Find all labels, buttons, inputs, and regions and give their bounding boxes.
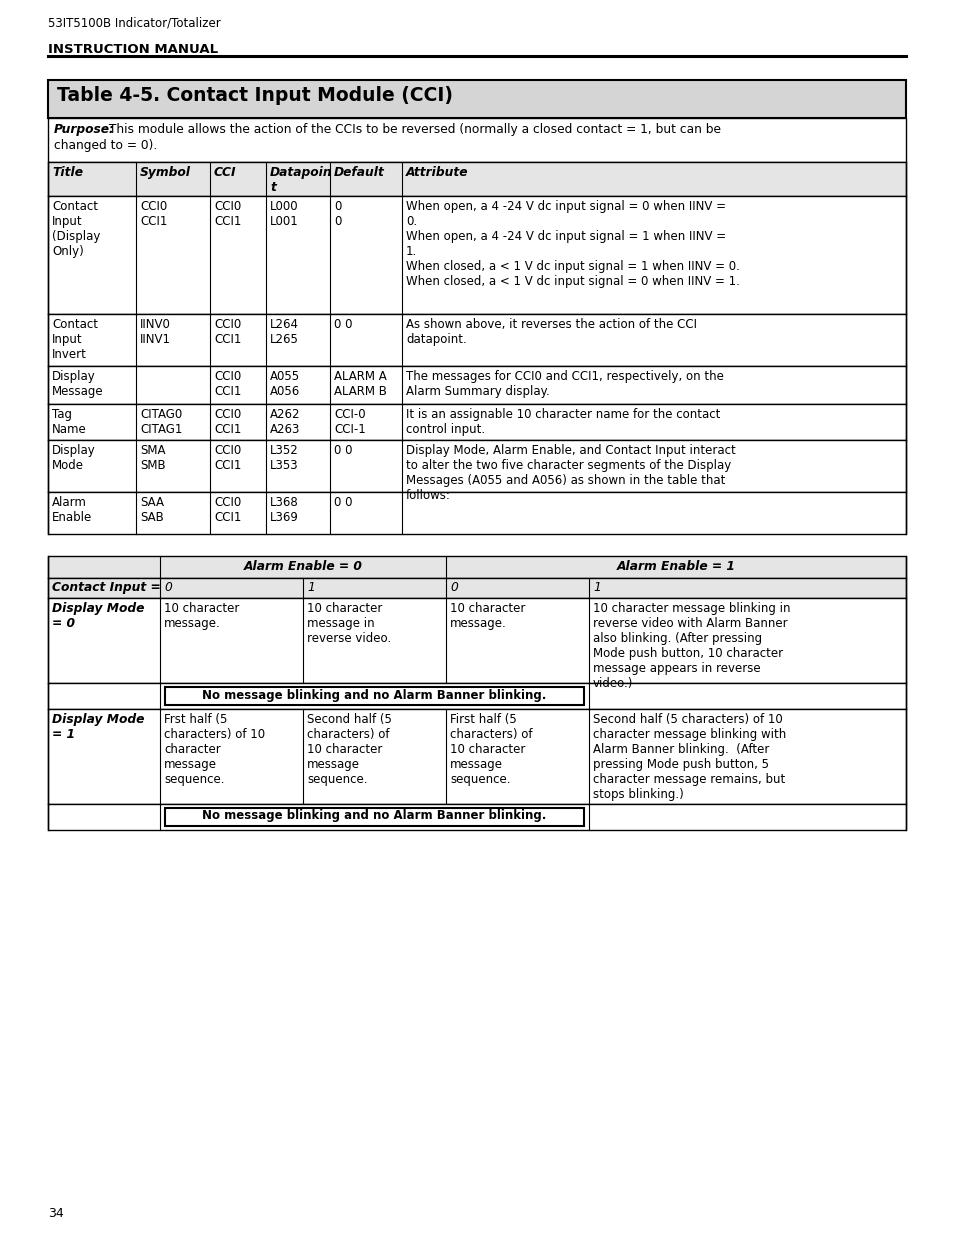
Text: CCI: CCI <box>213 165 236 179</box>
Bar <box>48 709 905 804</box>
Text: L352
L353: L352 L353 <box>270 445 298 472</box>
Text: Second half (5 characters) of 10
character message blinking with
Alarm Banner bl: Second half (5 characters) of 10 charact… <box>593 713 785 802</box>
Bar <box>48 196 905 314</box>
Text: Contact Input =: Contact Input = <box>52 580 161 594</box>
Bar <box>48 366 905 404</box>
Text: Display
Mode: Display Mode <box>52 445 95 472</box>
Text: Second half (5
characters) of
10 character
message
sequence.: Second half (5 characters) of 10 charact… <box>307 713 392 785</box>
Text: Contact
Input
Invert: Contact Input Invert <box>52 317 98 361</box>
Text: CCI-0
CCI-1: CCI-0 CCI-1 <box>334 408 365 436</box>
Text: CCI0
CCI1: CCI0 CCI1 <box>213 408 241 436</box>
Text: Display
Message: Display Message <box>52 370 104 398</box>
Bar <box>48 683 905 709</box>
Text: CCI0
CCI1: CCI0 CCI1 <box>213 370 241 398</box>
Text: 0 0: 0 0 <box>334 445 352 457</box>
Text: Alarm Enable = 1: Alarm Enable = 1 <box>616 559 735 573</box>
Text: CCI0
CCI1: CCI0 CCI1 <box>213 496 241 524</box>
Text: L264
L265: L264 L265 <box>270 317 298 346</box>
Text: 0
0: 0 0 <box>334 200 341 228</box>
Text: L000
L001: L000 L001 <box>270 200 298 228</box>
Text: It is an assignable 10 character name for the contact
control input.: It is an assignable 10 character name fo… <box>406 408 720 436</box>
Bar <box>48 578 905 598</box>
Text: A262
A263: A262 A263 <box>270 408 300 436</box>
Text: SAA
SAB: SAA SAB <box>140 496 164 524</box>
Text: 0 0: 0 0 <box>334 317 352 331</box>
Text: IINV0
IINV1: IINV0 IINV1 <box>140 317 171 346</box>
Text: Purpose:: Purpose: <box>54 124 114 136</box>
Bar <box>48 598 905 683</box>
Text: changed to = 0).: changed to = 0). <box>54 140 157 152</box>
Bar <box>48 119 905 162</box>
Text: 10 character
message.: 10 character message. <box>450 601 525 630</box>
Text: First half (5
characters) of
10 character
message
sequence.: First half (5 characters) of 10 characte… <box>450 713 532 785</box>
Text: Contact
Input
(Display
Only): Contact Input (Display Only) <box>52 200 100 258</box>
Text: Default: Default <box>334 165 384 179</box>
Bar <box>48 314 905 366</box>
Bar <box>165 687 583 705</box>
Bar <box>165 808 583 826</box>
Text: Display Mode, Alarm Enable, and Contact Input interact
to alter the two five cha: Display Mode, Alarm Enable, and Contact … <box>406 445 735 501</box>
Text: When open, a 4 -24 V dc input signal = 0 when IINV =
0.
When open, a 4 -24 V dc : When open, a 4 -24 V dc input signal = 0… <box>406 200 740 288</box>
Text: Tag
Name: Tag Name <box>52 408 87 436</box>
Text: CCI0
CCI1: CCI0 CCI1 <box>213 200 241 228</box>
Text: 34: 34 <box>48 1207 64 1220</box>
Text: CITAG0
CITAG1: CITAG0 CITAG1 <box>140 408 182 436</box>
Text: Alarm
Enable: Alarm Enable <box>52 496 92 524</box>
Text: Attribute: Attribute <box>406 165 468 179</box>
Text: CCI0
CCI1: CCI0 CCI1 <box>140 200 167 228</box>
Text: 1: 1 <box>307 580 314 594</box>
Text: Table 4-5. Contact Input Module (CCI): Table 4-5. Contact Input Module (CCI) <box>57 86 453 105</box>
Text: 0: 0 <box>164 580 172 594</box>
Text: 0: 0 <box>450 580 457 594</box>
Text: INSTRUCTION MANUAL: INSTRUCTION MANUAL <box>48 43 218 56</box>
Text: Alarm Enable = 0: Alarm Enable = 0 <box>243 559 362 573</box>
Text: 10 character message blinking in
reverse video with Alarm Banner
also blinking. : 10 character message blinking in reverse… <box>593 601 790 690</box>
Text: Display Mode
= 1: Display Mode = 1 <box>52 713 144 741</box>
Bar <box>48 804 905 830</box>
Text: Datapoin
t: Datapoin t <box>270 165 333 194</box>
Text: No message blinking and no Alarm Banner blinking.: No message blinking and no Alarm Banner … <box>202 809 546 823</box>
Text: 0 0: 0 0 <box>334 496 352 509</box>
Text: Frst half (5
characters) of 10
character
message
sequence.: Frst half (5 characters) of 10 character… <box>164 713 265 785</box>
Text: Symbol: Symbol <box>140 165 191 179</box>
Text: The messages for CCI0 and CCI1, respectively, on the
Alarm Summary display.: The messages for CCI0 and CCI1, respecti… <box>406 370 723 398</box>
Text: Display Mode
= 0: Display Mode = 0 <box>52 601 144 630</box>
Text: As shown above, it reverses the action of the CCI
datapoint.: As shown above, it reverses the action o… <box>406 317 697 346</box>
Text: 10 character
message in
reverse video.: 10 character message in reverse video. <box>307 601 391 645</box>
Text: Title: Title <box>52 165 83 179</box>
Text: 10 character
message.: 10 character message. <box>164 601 239 630</box>
Text: 53IT5100B Indicator/Totalizer: 53IT5100B Indicator/Totalizer <box>48 17 220 30</box>
Bar <box>48 80 905 119</box>
Text: CCI0
CCI1: CCI0 CCI1 <box>213 445 241 472</box>
Text: No message blinking and no Alarm Banner blinking.: No message blinking and no Alarm Banner … <box>202 688 546 701</box>
Bar <box>48 404 905 440</box>
Bar <box>48 162 905 196</box>
Text: ALARM A
ALARM B: ALARM A ALARM B <box>334 370 387 398</box>
Text: L368
L369: L368 L369 <box>270 496 298 524</box>
Bar <box>48 492 905 534</box>
Text: A055
A056: A055 A056 <box>270 370 300 398</box>
Text: This module allows the action of the CCIs to be reversed (normally a closed cont: This module allows the action of the CCI… <box>105 124 720 136</box>
Bar <box>48 556 905 578</box>
Bar <box>48 440 905 492</box>
Text: SMA
SMB: SMA SMB <box>140 445 166 472</box>
Text: CCI0
CCI1: CCI0 CCI1 <box>213 317 241 346</box>
Text: 1: 1 <box>593 580 600 594</box>
